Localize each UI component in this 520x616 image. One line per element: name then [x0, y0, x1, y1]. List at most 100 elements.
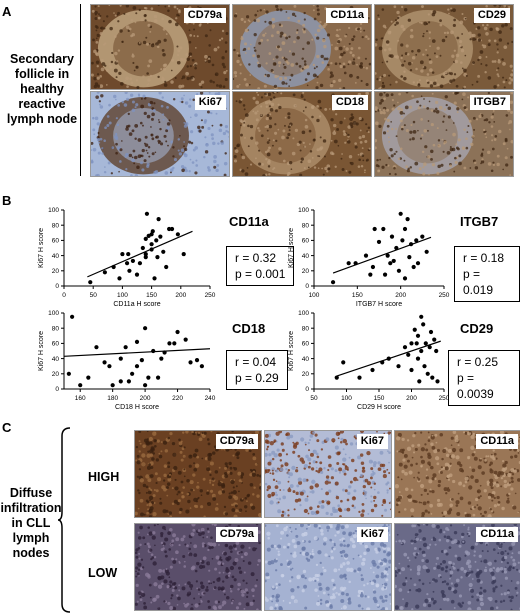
x-axis-label: CD18 H score	[115, 404, 159, 411]
histology-image: CD11a	[394, 430, 520, 518]
histology-image: CD18	[232, 91, 372, 177]
level-label-high: HIGH	[88, 470, 120, 484]
data-point	[396, 268, 402, 273]
r-value: r = 0.04	[235, 355, 277, 369]
x-tick-label: 220	[172, 395, 183, 402]
side-label-line: reactive	[18, 97, 66, 111]
data-point	[389, 234, 395, 239]
side-label-line: nodes	[12, 546, 50, 560]
data-point	[110, 383, 115, 388]
data-point	[414, 341, 419, 346]
data-point	[402, 276, 408, 281]
data-point	[134, 272, 140, 277]
data-point	[143, 326, 148, 331]
x-tick-label: 150	[352, 292, 363, 299]
tissue-texture	[233, 92, 371, 176]
data-point	[400, 238, 405, 243]
axes: 50 100 150 200 250 0 20 40 60 80 100 CD29 H score Ki…	[288, 310, 450, 411]
y-tick-label: 0	[55, 386, 59, 393]
data-point	[427, 345, 432, 350]
panel-c-letter: C	[2, 420, 12, 435]
x-tick-label: 100	[117, 292, 128, 299]
histology-image: Ki67	[264, 430, 392, 518]
gene-label-itgb7: ITGB7	[460, 214, 499, 229]
p-value: p = 0.0039	[457, 371, 494, 401]
data-point	[183, 337, 188, 342]
histology-image: CD79a	[134, 523, 262, 611]
y-tick-label: 60	[302, 238, 310, 245]
gene-label-cd11a: CD11a	[229, 214, 269, 229]
data-point	[143, 255, 148, 260]
data-point	[407, 255, 412, 260]
data-point	[159, 356, 164, 361]
y-tick-label: 60	[52, 238, 60, 245]
axes: 0 50 100 150 200 250 0 20 40 60 80 100 CD11a H score…	[38, 207, 216, 308]
data-point	[385, 253, 390, 258]
tissue-texture	[265, 524, 391, 610]
data-point	[126, 379, 131, 384]
y-tick-label: 60	[52, 341, 60, 348]
y-tick-label: 80	[52, 325, 60, 332]
data-point	[144, 211, 150, 216]
marker-label: CD11a	[326, 8, 368, 23]
histology-image: Ki67	[90, 91, 230, 177]
x-tick-label: 100	[341, 395, 352, 402]
y-axis-label: Ki67 H score	[288, 331, 295, 371]
data-point	[164, 264, 169, 270]
p-value: p = 0.29	[235, 371, 279, 385]
data-point	[422, 364, 427, 369]
data-point	[188, 360, 193, 365]
data-point	[134, 364, 140, 369]
data-point	[155, 375, 161, 380]
y-tick-label: 100	[48, 310, 59, 317]
y-tick-label: 100	[298, 310, 309, 317]
data-point	[425, 371, 430, 376]
data-point	[415, 356, 421, 361]
data-point	[161, 249, 166, 254]
axes: 100 150 200 250 0 20 40 60 80 100 ITGB7 H score Ki6…	[288, 207, 450, 308]
p-value: p = 0.001	[235, 267, 286, 281]
data-point	[175, 232, 180, 237]
data-point	[411, 264, 416, 270]
side-label-line: Diffuse	[9, 486, 53, 500]
data-point	[434, 348, 439, 354]
y-tick-label: 20	[52, 371, 60, 378]
x-axis-label: CD29 H score	[357, 404, 401, 411]
data-point	[107, 364, 112, 369]
x-axis-label: CD11a H score	[113, 301, 160, 308]
data-point	[194, 358, 200, 363]
marker-label: CD29	[473, 8, 510, 23]
y-tick-label: 0	[305, 283, 309, 290]
stat-box-cd29: r = 0.25 p = 0.0039	[448, 350, 520, 406]
data-point	[417, 379, 422, 384]
x-tick-label: 50	[90, 292, 98, 299]
data-point	[102, 270, 107, 275]
r-value: r = 0.25	[457, 355, 499, 369]
data-point	[402, 345, 408, 350]
data-point	[134, 339, 140, 344]
data-point	[334, 375, 339, 380]
data-point	[86, 375, 91, 380]
data-point	[78, 383, 83, 388]
trend-line	[336, 340, 441, 377]
data-point	[143, 251, 148, 257]
data-point	[421, 322, 426, 327]
data-point	[124, 261, 130, 266]
y-tick-label: 80	[52, 222, 60, 229]
data-point	[346, 261, 351, 266]
data-point	[118, 356, 123, 361]
scatter-plot-cd18: 160 180 200 220 240 0 20 40 60 80 100 CD18 H score K…	[38, 310, 216, 411]
stat-box-itgb7: r = 0.18 p = 0.019	[454, 246, 520, 302]
data-point	[402, 226, 408, 232]
data-point	[126, 251, 131, 257]
data-point	[102, 360, 107, 365]
data-point	[424, 249, 429, 254]
data-point	[143, 236, 148, 241]
x-tick-label: 200	[406, 395, 417, 402]
y-tick-label: 0	[55, 283, 59, 290]
x-tick-label: 200	[140, 395, 151, 402]
marker-label: Ki67	[356, 527, 388, 542]
data-point	[435, 379, 440, 384]
data-point	[155, 255, 160, 260]
stat-box-cd18: r = 0.04 p = 0.29	[226, 350, 288, 390]
